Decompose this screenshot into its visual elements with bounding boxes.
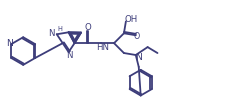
Text: O: O	[85, 23, 92, 32]
Text: HN: HN	[96, 43, 109, 52]
Text: N: N	[66, 52, 73, 60]
Text: O: O	[134, 32, 140, 41]
Text: OH: OH	[124, 15, 137, 24]
Text: N: N	[135, 54, 142, 62]
Text: N: N	[49, 29, 55, 38]
Text: N: N	[6, 39, 13, 48]
Text: H: H	[57, 26, 62, 32]
